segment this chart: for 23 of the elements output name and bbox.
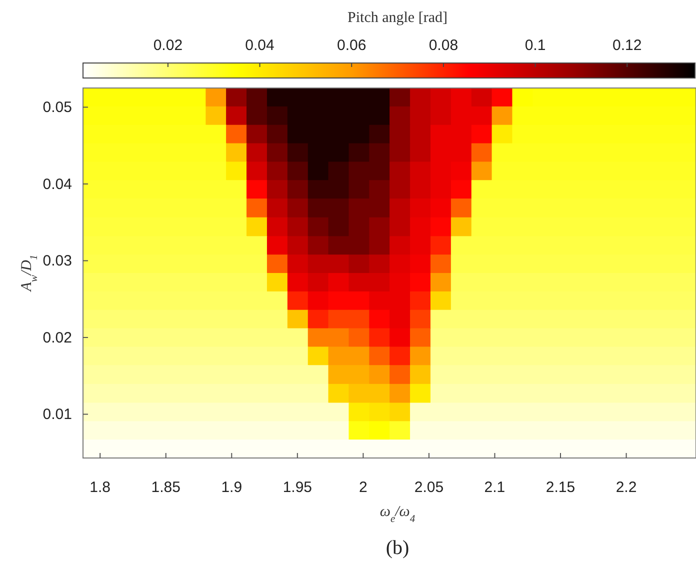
x-tick-label: 2: [359, 479, 368, 496]
text: (b): [386, 537, 410, 559]
x-tick-label: 2.2: [616, 479, 637, 496]
color-bar-label: 0.06: [337, 37, 366, 54]
x-tick-label: 1.9: [221, 479, 242, 496]
x-tick-label: 1.95: [282, 479, 312, 496]
x-tick-label: 2.05: [414, 479, 444, 496]
color-bar-label: 0.1: [524, 37, 546, 54]
x-tick-label: 1.8: [90, 479, 111, 496]
color-bar-label: 0.04: [245, 37, 274, 54]
y-tick-label: 0.03: [42, 252, 72, 270]
y-tick-label: 0.01: [42, 406, 72, 424]
x-tick-label: 1.85: [151, 479, 180, 496]
x-tick-label: 2.1: [484, 479, 506, 496]
y-tick-label: 0.05: [42, 99, 72, 116]
x-axis-title: ω$_{e}$/ω$_{4}$: [380, 504, 416, 524]
y-tick-label: 0.02: [42, 329, 72, 346]
color-bar-label: 0.02: [153, 37, 183, 54]
y-tick-label: 0.04: [42, 176, 72, 193]
x-tick-label: 2.15: [546, 479, 576, 496]
color-bar-title: Pitch angle [rad]: [348, 10, 448, 26]
color-bar-label: 0.12: [612, 37, 642, 54]
color-bar-label: 0.08: [428, 37, 458, 54]
